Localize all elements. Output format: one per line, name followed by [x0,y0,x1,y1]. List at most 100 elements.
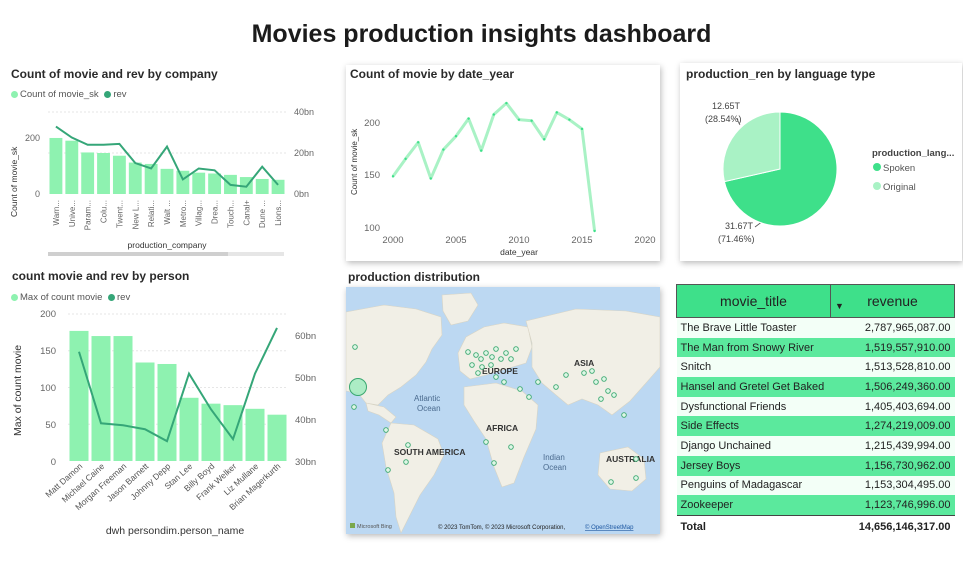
map-production-marker [513,346,519,352]
year-point [555,111,558,114]
legend-dot-rev-icon [108,293,116,301]
table-row[interactable]: Dysfunctional Friends 1,405,403,694.00 [676,396,955,417]
map-label-atlantic-2: Ocean [417,404,441,413]
map-production-marker [488,362,494,368]
year-chart-panel[interactable]: Count of movie by date_year Count of mov… [346,65,660,261]
person-bar [223,405,243,461]
map-canvas[interactable]: EUROPE ASIA AFRICA SOUTH AMERICA AUSTRAL… [346,287,660,534]
company-x-tick: Villag... [195,200,204,226]
map-production-marker [526,394,532,400]
table-header-row: movie_title revenue ▼ [676,284,955,318]
company-y-tick: 0 [35,189,40,199]
map-production-marker [405,442,411,448]
legend-count-label: Count of movie_sk [20,89,99,100]
company-y-tick: 200 [25,133,40,143]
person-bar [201,403,221,461]
cell-movie-title: Jersey Boys [676,455,831,476]
cell-revenue: 1,519,557,910.00 [830,337,955,358]
col-header-revenue[interactable]: revenue ▼ [830,284,955,318]
year-x-axis-label: date_year [500,247,538,257]
company-x-tick: Twent... [115,200,124,228]
map-production-marker [608,479,614,485]
language-pie-plot[interactable]: 12.65T (28.54%) 31.67T (71.46%) producti… [680,63,962,261]
company-chart-plot[interactable]: Count of movie_sk 200 0 40bn 20bn 0bn pr… [4,62,326,262]
year-point [467,117,470,120]
year-chart-plot[interactable]: Count of movie_sk 200 150 100 2000 2005 … [346,65,660,261]
map-production-marker [535,379,541,385]
map-production-marker [473,352,479,358]
map-production-marker [478,356,484,362]
language-chart-panel[interactable]: production_ren by language type 12.65T (… [680,63,962,261]
table-row[interactable]: Penguins of Madagascar 1,153,304,495.00 [676,475,955,496]
map-osm-link[interactable]: © OpenStreetMap [585,524,634,531]
total-label: Total [676,514,831,538]
year-point [505,101,508,105]
year-point [404,157,407,161]
legend-max-count-label: Max of count movie [20,292,103,303]
pie-legend-original[interactable]: Original [883,182,916,193]
asia-land [525,308,660,416]
person-bar [91,336,111,461]
person-y2-tick: 50bn [295,373,316,384]
company-x-tick: Lions... [274,200,283,226]
table-row[interactable]: Zookeeper 1,123,746,996.00 [676,495,955,516]
company-bar [97,153,110,194]
cell-revenue: 1,513,528,810.00 [830,357,955,378]
table-row[interactable]: The Brave Little Toaster 2,787,965,087.00 [676,317,955,338]
cell-movie-title: Zookeeper [676,495,831,516]
legend-original-dot-icon [873,182,881,190]
cell-revenue: 1,215,439,994.00 [830,436,955,456]
col-header-movie-title[interactable]: movie_title [676,284,831,318]
map-production-marker [383,427,389,433]
company-bar [65,140,79,194]
table-row[interactable]: Side Effects 1,274,219,009.00 [676,416,955,437]
company-x-tick: Colu... [100,200,109,223]
pie-label-original-pct: (28.54%) [705,114,742,124]
pie-legend-spoken[interactable]: Spoken [883,163,915,174]
person-rev-line [78,327,278,443]
company-chart-panel[interactable]: Count of movie and rev by company Count … [4,62,326,262]
cell-movie-title: Penguins of Madagascar [676,475,831,496]
map-production-marker [352,344,358,350]
year-point [429,177,432,180]
company-y-axis-label: Count of movie_sk [9,146,19,217]
company-chart-legend[interactable]: Count of movie_sk rev [11,89,127,100]
company-scrollbar-thumb[interactable] [48,252,228,256]
company-bar [208,173,222,194]
table-row[interactable]: The Man from Snowy River 1,519,557,910.00 [676,337,955,358]
map-label-atlantic: Atlantic [414,394,440,403]
table-row[interactable]: Django Unchained 1,215,439,994.00 [676,436,955,456]
company-x-tick: Touch... [226,200,235,228]
pie-legend-title: production_lang... [872,148,954,159]
cell-movie-title: Hansel and Gretel Get Baked [676,377,831,397]
person-y-tick: 150 [40,346,56,357]
map-brand: Microsoft Bing [357,524,392,530]
person-chart-panel[interactable]: count movie and rev by person Max of cou… [4,264,326,554]
company-bar [112,155,126,194]
person-chart-plot[interactable]: Max of count movie 200 150 100 50 0 60bn… [4,264,326,554]
year-point [580,127,584,131]
person-bar [179,397,199,461]
land-masses [346,292,660,534]
map-production-marker [475,370,481,376]
table-row[interactable]: Snitch 1,513,528,810.00 [676,357,955,378]
table-row[interactable]: Hansel and Gretel Get Baked 1,506,249,360… [676,377,955,397]
north-america-land [346,304,443,406]
map-production-marker [403,459,409,465]
legend-dot-max-count-icon [11,293,18,301]
person-y-tick: 50 [45,420,56,431]
map-label-south-america: SOUTH AMERICA [394,447,465,457]
person-chart-legend[interactable]: Max of count movie rev [11,292,130,303]
table-row[interactable]: Jersey Boys 1,156,730,962.00 [676,455,955,476]
map-production-marker [553,384,559,390]
total-value: 14,656,146,317.00 [830,514,955,538]
sort-desc-icon[interactable]: ▼ [835,301,844,311]
company-x-tick: Unive... [68,200,77,227]
revenue-table-panel[interactable]: movie_title revenue ▼ The Brave Little T… [676,284,955,538]
production-map[interactable]: EUROPE ASIA AFRICA SOUTH AMERICA AUSTRAL… [346,287,660,534]
dashboard-title: Movies production insights dashboard [251,20,712,48]
map-production-marker [491,460,497,466]
revenue-table[interactable]: movie_title revenue ▼ The Brave Little T… [676,284,955,538]
company-chart-title: Count of movie and rev by company [11,67,218,81]
map-production-marker [611,392,617,398]
